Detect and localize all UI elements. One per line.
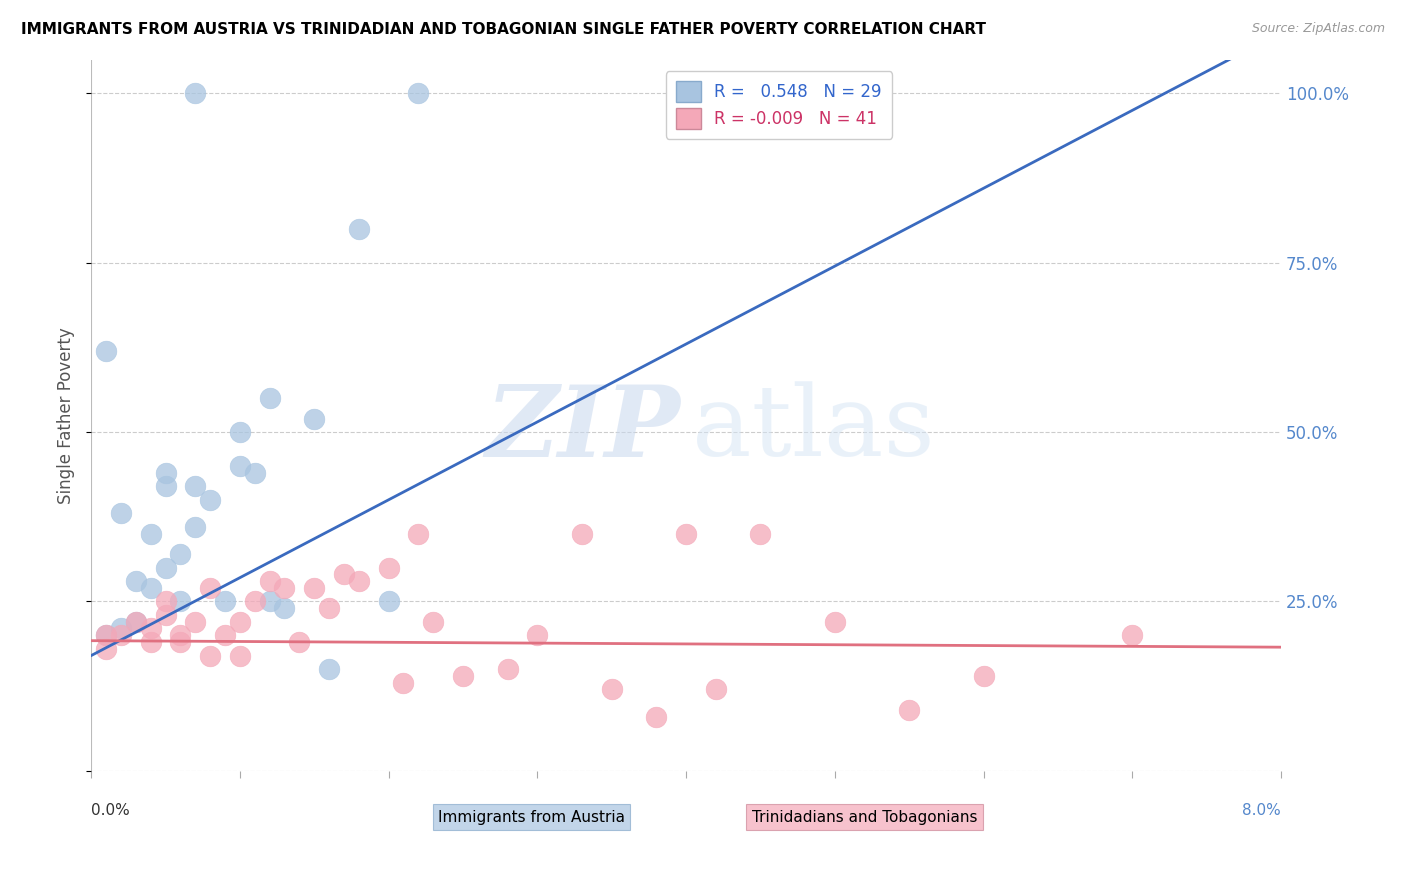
Point: [571, 526, 593, 541]
Point: [125, 615, 148, 629]
Point: [273, 581, 295, 595]
Point: [139, 635, 162, 649]
Point: [259, 391, 281, 405]
Point: [169, 635, 191, 649]
Point: [94, 343, 117, 358]
Point: [377, 594, 399, 608]
Point: [451, 669, 474, 683]
Point: [110, 628, 132, 642]
Point: [198, 648, 221, 663]
Point: [155, 607, 177, 622]
Point: [155, 479, 177, 493]
Point: [229, 648, 252, 663]
Point: [155, 560, 177, 574]
Point: [125, 574, 148, 588]
Point: [229, 425, 252, 439]
Point: [333, 567, 356, 582]
Text: Source: ZipAtlas.com: Source: ZipAtlas.com: [1251, 22, 1385, 36]
Point: [392, 675, 415, 690]
Text: IMMIGRANTS FROM AUSTRIA VS TRINIDADIAN AND TOBAGONIAN SINGLE FATHER POVERTY CORR: IMMIGRANTS FROM AUSTRIA VS TRINIDADIAN A…: [21, 22, 986, 37]
Point: [408, 526, 430, 541]
Text: 0.0%: 0.0%: [91, 803, 129, 818]
Point: [347, 222, 370, 236]
Point: [377, 560, 399, 574]
Point: [496, 662, 519, 676]
Point: [318, 662, 340, 676]
Legend: R =   0.548   N = 29, R = -0.009   N = 41: R = 0.548 N = 29, R = -0.009 N = 41: [666, 71, 891, 139]
Point: [749, 526, 772, 541]
Point: [526, 628, 548, 642]
Point: [824, 615, 846, 629]
Point: [139, 581, 162, 595]
Y-axis label: Single Father Poverty: Single Father Poverty: [58, 326, 75, 503]
Point: [94, 641, 117, 656]
Point: [139, 526, 162, 541]
Point: [302, 581, 325, 595]
Point: [704, 682, 727, 697]
Point: [125, 615, 148, 629]
Point: [169, 628, 191, 642]
Point: [408, 87, 430, 101]
Point: [318, 601, 340, 615]
Point: [184, 615, 207, 629]
Point: [243, 466, 266, 480]
Point: [600, 682, 623, 697]
Point: [422, 615, 444, 629]
Text: atlas: atlas: [692, 382, 935, 477]
Point: [1121, 628, 1143, 642]
Point: [898, 703, 921, 717]
Point: [243, 594, 266, 608]
Text: Trinidadians and Tobagonians: Trinidadians and Tobagonians: [752, 810, 977, 825]
Text: Immigrants from Austria: Immigrants from Austria: [437, 810, 624, 825]
Point: [155, 594, 177, 608]
Point: [169, 547, 191, 561]
Point: [645, 709, 668, 723]
Point: [198, 492, 221, 507]
Point: [259, 594, 281, 608]
Point: [94, 628, 117, 642]
Point: [214, 594, 236, 608]
Point: [110, 507, 132, 521]
Text: ZIP: ZIP: [485, 381, 681, 477]
Point: [139, 622, 162, 636]
Point: [273, 601, 295, 615]
Point: [229, 615, 252, 629]
Point: [155, 466, 177, 480]
Point: [973, 669, 995, 683]
Point: [110, 622, 132, 636]
Point: [184, 520, 207, 534]
Point: [169, 594, 191, 608]
Point: [302, 411, 325, 425]
Point: [198, 581, 221, 595]
Point: [229, 458, 252, 473]
Point: [675, 526, 697, 541]
Point: [347, 574, 370, 588]
Point: [259, 574, 281, 588]
Text: 8.0%: 8.0%: [1243, 803, 1281, 818]
Point: [288, 635, 311, 649]
Point: [184, 479, 207, 493]
Point: [94, 628, 117, 642]
Point: [214, 628, 236, 642]
Point: [184, 87, 207, 101]
